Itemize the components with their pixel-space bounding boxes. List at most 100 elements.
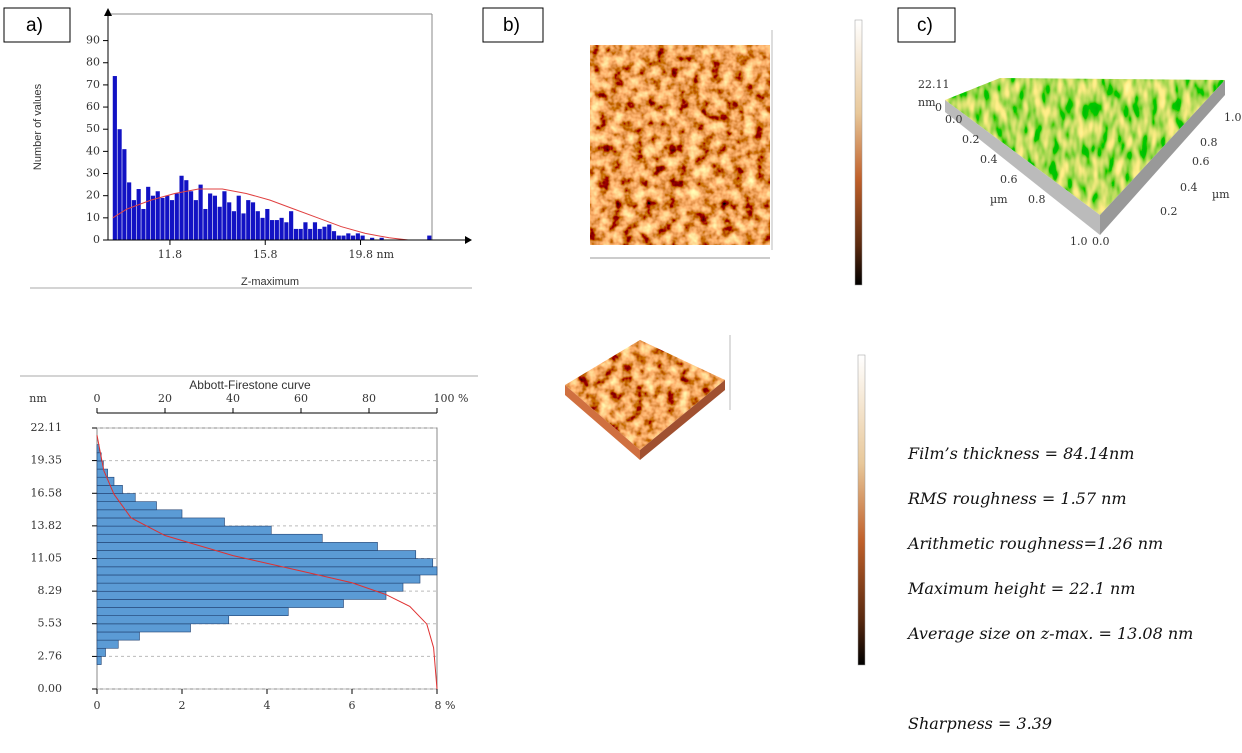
result-line: RMS roughness = 1.57 nm — [908, 489, 1127, 508]
bar — [231, 211, 237, 240]
x-tick-label: 15.8 — [253, 248, 278, 261]
result-line: Arithmetic roughness=1.26 nm — [908, 534, 1164, 553]
bar — [298, 228, 303, 240]
cumulative-line — [96, 435, 438, 690]
bar — [184, 180, 189, 240]
surface-label: 0.0 — [1092, 235, 1110, 248]
bar — [117, 129, 122, 240]
afm-3d-surface — [945, 78, 1225, 215]
bar — [127, 182, 132, 240]
bar — [96, 476, 115, 486]
axis-arrow — [104, 8, 112, 16]
bar — [122, 149, 127, 240]
bar — [351, 235, 356, 240]
result-line: Maximum height = 22.1 nm — [908, 579, 1136, 598]
surface-label: 1.0 — [1070, 235, 1088, 248]
bar — [189, 191, 194, 240]
y-tick-label: 40 — [86, 144, 100, 157]
bar — [222, 191, 227, 240]
surface-label: 1.0 — [1224, 111, 1242, 124]
surface-side — [1100, 80, 1225, 235]
y-tick-label: 19.35 — [31, 454, 63, 467]
bar — [155, 191, 160, 240]
bar — [96, 623, 191, 633]
label-box — [897, 7, 956, 43]
bar — [246, 200, 251, 240]
bar — [346, 233, 351, 240]
bar — [198, 184, 203, 240]
bar — [217, 206, 222, 240]
bar — [227, 202, 232, 240]
bar — [96, 485, 123, 494]
result-line: Film’s thickness = 84.14nm — [908, 444, 1135, 463]
bar — [289, 211, 294, 240]
panel-label: b) — [503, 15, 520, 36]
y-tick-label: 60 — [86, 100, 100, 113]
surface-label: 0.0 — [945, 113, 963, 126]
bar — [322, 226, 327, 240]
x-tick-label: 0 — [94, 699, 101, 712]
bar — [165, 195, 170, 240]
x-tick-label: 19.8 nm — [349, 248, 395, 261]
bar — [96, 574, 421, 584]
colorbar — [857, 354, 866, 666]
bar — [96, 599, 344, 608]
label-box — [3, 7, 71, 43]
y-tick-label: 70 — [86, 78, 100, 91]
bar — [236, 195, 241, 240]
x2-tick-label: 100 % — [434, 392, 469, 405]
afm-3d-surface — [565, 340, 725, 450]
result-line: Sharpness = 3.39 — [908, 714, 1053, 733]
y-tick-label: 30 — [86, 167, 100, 180]
y-tick-label: 8.29 — [38, 584, 63, 597]
y-axis-label: Number of values — [32, 83, 44, 170]
y-tick-label: 80 — [86, 56, 100, 69]
axis-arrow — [465, 236, 472, 244]
bar — [293, 228, 298, 240]
y-tick-label: 0.00 — [38, 682, 63, 695]
y-tick-label: 10 — [86, 211, 100, 224]
x2-tick-label: 60 — [294, 392, 308, 405]
bar — [96, 607, 289, 616]
label-box — [482, 7, 544, 43]
bar — [284, 222, 289, 240]
bar — [96, 542, 378, 551]
bar — [250, 202, 256, 240]
bar — [212, 195, 217, 240]
bar — [96, 647, 106, 657]
bar — [327, 224, 332, 240]
bar — [360, 235, 365, 240]
surface-label: 0.8 — [1028, 193, 1046, 206]
bar — [131, 200, 136, 240]
fit-line — [112, 188, 409, 241]
bar — [112, 76, 117, 240]
bar — [96, 550, 417, 559]
y-tick-label: 90 — [86, 34, 100, 47]
y-tick-label: 0 — [93, 233, 100, 246]
surface-label: 0.2 — [1160, 205, 1178, 218]
bar — [208, 193, 213, 240]
bar — [260, 217, 265, 240]
y-tick-label: 20 — [86, 189, 100, 202]
result-line: Average size on z-max. = 13.08 nm — [908, 624, 1194, 643]
panel-label: a) — [26, 15, 43, 36]
y-tick-label: 16.58 — [31, 486, 63, 499]
surface-label: 0.4 — [1180, 181, 1198, 194]
bar — [270, 220, 275, 240]
bar — [203, 208, 208, 240]
surface-label: 0.2 — [962, 133, 980, 146]
surface-label: 0.6 — [1192, 155, 1210, 168]
x-tick-label: 6 — [349, 699, 356, 712]
bar — [331, 231, 337, 240]
bar — [308, 228, 313, 240]
bar — [255, 211, 260, 240]
bar — [96, 517, 225, 527]
bar — [96, 631, 140, 641]
y-tick-label: 13.82 — [31, 519, 63, 532]
bar — [265, 208, 270, 240]
bar — [336, 235, 341, 240]
panel-label: c) — [917, 15, 933, 36]
chart-title: Abbott-Firestone curve — [189, 378, 311, 392]
x2-tick-label: 0 — [94, 392, 101, 405]
